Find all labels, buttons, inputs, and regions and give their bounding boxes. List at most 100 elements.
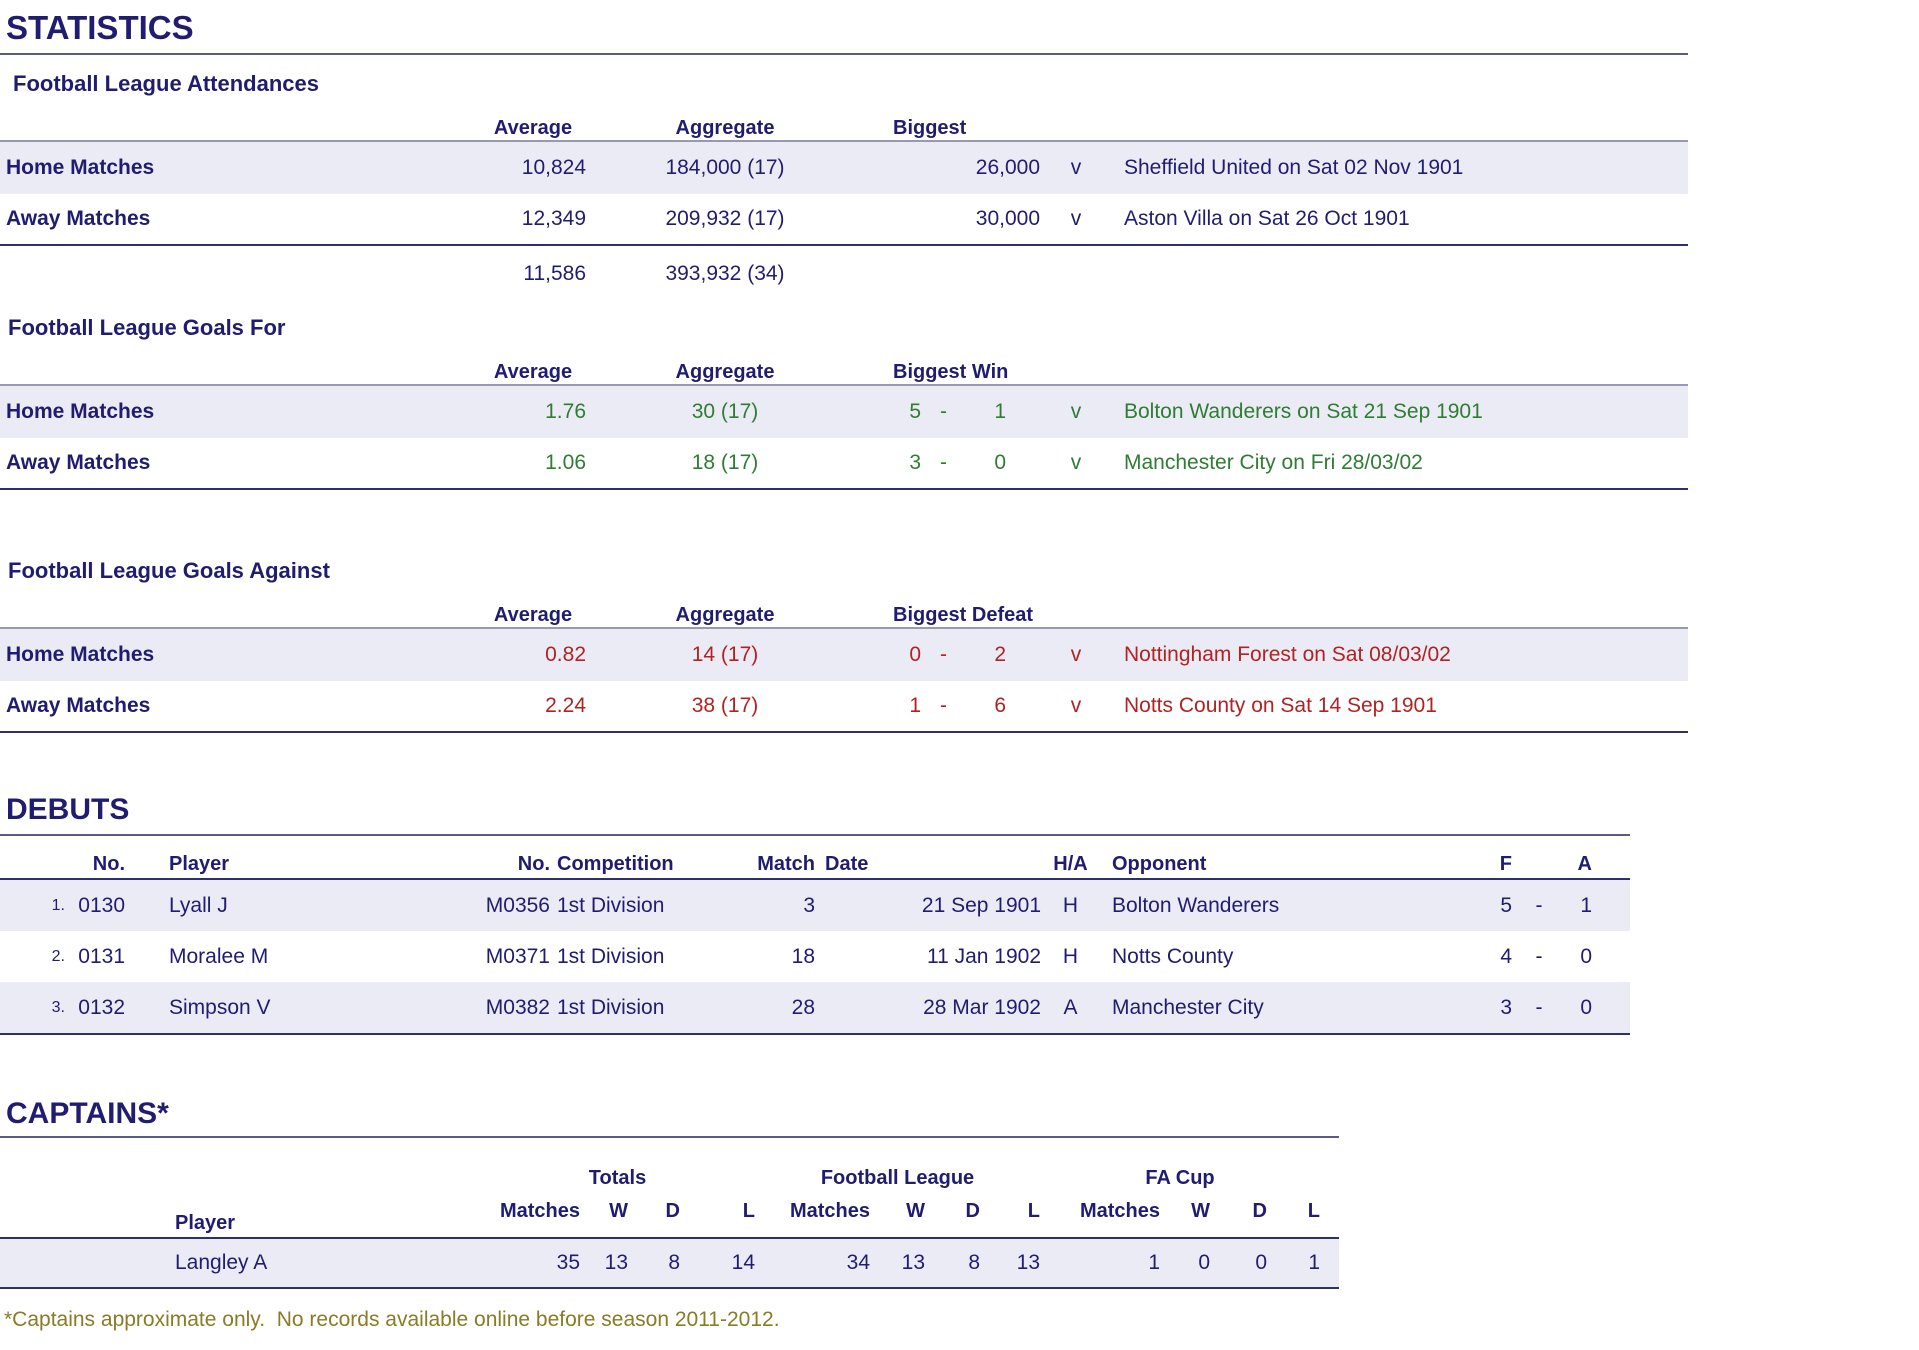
goals-for-heading: Football League Goals For (8, 315, 286, 340)
league-matches: 34 (846, 1251, 870, 1274)
match-value: 3 (803, 893, 815, 917)
score-for: 3 (1500, 995, 1512, 1019)
facup-wins: 0 (1198, 1251, 1210, 1274)
goals-for-column-headers: Average Aggregate Biggest Win (0, 353, 1919, 384)
match-value: 18 (791, 944, 815, 968)
home-away: A (1063, 995, 1078, 1019)
captains-column-headers: Player Matches W D L Matches W D L Match… (0, 1190, 1339, 1239)
player-number: 0132 (78, 995, 125, 1019)
row-label: Away Matches (6, 451, 151, 474)
opponent-text: Notts County on Sat 14 Sep 1901 (1124, 694, 1437, 717)
score-against: 0 (1580, 995, 1592, 1019)
home-away: H (1062, 944, 1079, 968)
column-header-biggest-win: Biggest Win (893, 361, 1009, 383)
score-dash: - (940, 400, 947, 423)
score-for: 5 (1500, 893, 1512, 917)
group-header-totals: Totals (588, 1167, 647, 1189)
debuts-table: 1. 0130 Lyall J M0356 1st Division 3 21 … (0, 880, 1630, 1035)
captains-heading: CAPTAINS* (6, 1097, 169, 1130)
facup-matches: 1 (1148, 1251, 1160, 1274)
match-date: 21 Sep 1901 (921, 893, 1041, 917)
opponent-text: Aston Villa on Sat 26 Oct 1901 (1124, 207, 1410, 230)
biggest-number: 26,000 (975, 156, 1040, 179)
debuts-column-headers: No. Player No. Competition Match Date H/… (0, 851, 1630, 880)
player-name: Lyall J (169, 893, 228, 917)
goals-for-table: Home Matches 1.76 30 (17) 5 - 1 v Bolton… (0, 384, 1688, 490)
versus-label: v (1070, 643, 1082, 666)
totals-average: 11,586 (523, 261, 586, 285)
goals-for-section: Football League Goals For Average Aggreg… (0, 316, 1919, 490)
player-name: Moralee M (169, 944, 269, 968)
divider (0, 53, 1688, 55)
column-header-average: Average (493, 604, 573, 626)
column-header-average: Average (493, 117, 573, 139)
table-row: Home Matches 1.76 30 (17) 5 - 1 v Bolton… (0, 386, 1688, 438)
match-number: M0382 (485, 995, 550, 1019)
column-header-w: W (1191, 1200, 1210, 1222)
score-against: 6 (994, 694, 1006, 717)
column-header-w: W (609, 1200, 628, 1222)
row-index: 1. (51, 896, 65, 914)
column-header-average: Average (493, 361, 573, 383)
aggregate-value: 209,932 (17) (665, 207, 785, 230)
score-against: 1 (994, 400, 1006, 423)
row-index: 2. (51, 947, 65, 965)
score-against: 1 (1580, 893, 1592, 917)
group-header-football-league: Football League (820, 1167, 975, 1189)
table-row: Home Matches 0.82 14 (17) 0 - 2 v Nottin… (0, 629, 1688, 681)
match-date: 11 Jan 1902 (926, 944, 1041, 968)
score-for: 5 (909, 400, 921, 423)
score-for: 0 (909, 643, 921, 666)
opponent-name: Manchester City (1112, 995, 1264, 1019)
column-header-opponent: Opponent (1112, 853, 1207, 875)
column-header-w: W (906, 1200, 925, 1222)
table-row: Langley A 35 13 8 14 34 13 8 13 1 0 0 1 (0, 1239, 1339, 1289)
goals-against-column-headers: Average Aggregate Biggest Defeat (0, 596, 1919, 627)
league-wins: 13 (901, 1251, 925, 1274)
match-number: M0371 (485, 944, 550, 968)
column-header-l: L (742, 1200, 755, 1222)
captain-name: Langley A (175, 1251, 268, 1274)
attendances-section: Football League Attendances Average Aggr… (0, 72, 1919, 301)
column-header-l: L (1307, 1200, 1320, 1222)
player-number: 0130 (78, 893, 125, 917)
opponent-text: Nottingham Forest on Sat 08/03/02 (1124, 643, 1451, 666)
column-header-matches: Matches (1079, 1200, 1160, 1222)
totals-matches: 35 (556, 1251, 580, 1274)
versus-label: v (1070, 207, 1082, 230)
score-dash: - (940, 451, 947, 474)
table-row: Away Matches 1.06 18 (17) 3 - 0 v Manche… (0, 438, 1688, 490)
score-for: 3 (909, 451, 921, 474)
row-label: Home Matches (6, 400, 155, 423)
column-header-l: L (1027, 1200, 1040, 1222)
versus-label: v (1070, 451, 1082, 474)
competition-name: 1st Division (557, 995, 665, 1019)
table-row: Away Matches 2.24 38 (17) 1 - 6 v Notts … (0, 681, 1688, 733)
biggest-value: 30,000 (850, 207, 1040, 231)
score-dash: - (1535, 995, 1543, 1019)
captains-section: CAPTAINS* Totals Football League FA Cup … (0, 1097, 1919, 1332)
column-header-match: Match (757, 853, 815, 875)
league-losses: 13 (1016, 1251, 1040, 1274)
opponent-text: Manchester City on Fri 28/03/02 (1124, 451, 1423, 474)
totals-draws: 8 (668, 1251, 680, 1274)
facup-losses: 1 (1308, 1251, 1320, 1274)
score-value: 1 - 6 (850, 694, 1040, 718)
goals-against-section: Football League Goals Against Average Ag… (0, 559, 1919, 733)
player-name: Simpson V (169, 995, 271, 1019)
statistics-page: STATISTICS Football League Attendances A… (0, 8, 1919, 1350)
facup-draws: 0 (1255, 1251, 1267, 1274)
score-dash: - (1535, 893, 1543, 917)
column-header-competition: Competition (557, 853, 674, 875)
average-value: 12,349 (521, 207, 586, 230)
column-header-no: No. (92, 853, 125, 875)
column-header-f: F (1499, 853, 1512, 875)
attendances-column-headers: Average Aggregate Biggest (0, 109, 1919, 140)
column-header-aggregate: Aggregate (675, 117, 775, 139)
opponent-name: Notts County (1112, 944, 1234, 968)
column-header-d: D (965, 1200, 980, 1222)
attendances-heading: Football League Attendances (13, 71, 320, 96)
score-dash: - (940, 643, 947, 666)
column-header-ha: H/A (1053, 853, 1088, 875)
divider (0, 834, 1630, 836)
